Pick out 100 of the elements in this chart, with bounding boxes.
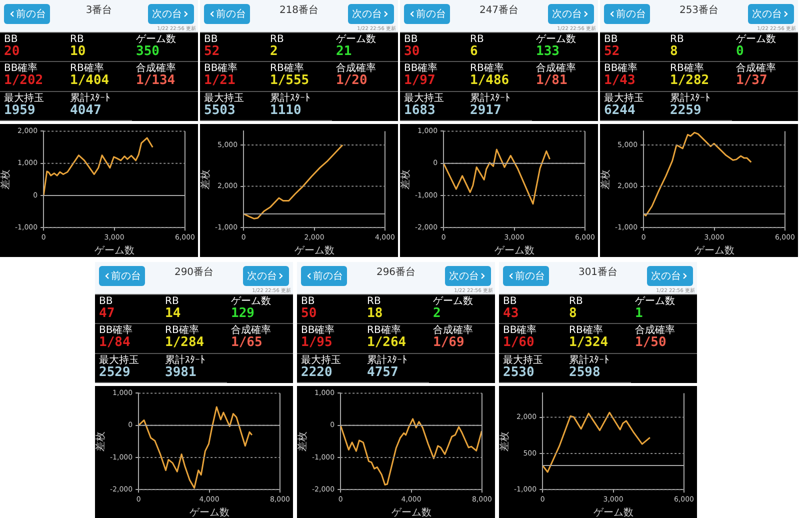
text: 1683 [404,102,436,118]
text: 1/65 [231,335,264,350]
text: RB確率 [569,325,603,336]
text: ゲーム数 [231,296,272,307]
y-axis-title: 差枚 [296,431,309,452]
x-axis-title: ゲーム数 [694,246,734,257]
text: RB確率 [270,63,305,74]
text: 2530 [503,364,536,380]
text: 1/284 [165,335,206,350]
text: BB [301,296,316,307]
y-axis-title: 差枚 [600,169,612,190]
text: RB [367,296,382,307]
text: 0 [736,44,745,59]
text: 4757 [367,364,400,380]
text: 1/60 [503,335,536,350]
text: 合成確率 [433,325,474,336]
y-axis-title: 差枚 [400,169,412,190]
text: RB [670,34,685,45]
text: RB [569,296,584,307]
text: 合成確率 [536,63,577,74]
text: RB確率 [70,63,104,74]
text: BB確率 [99,325,134,336]
text: BB確率 [604,63,639,74]
text: 次の台 [449,271,479,282]
text: 6 [470,44,479,59]
text: 129 [231,306,256,321]
text: 2220 [301,364,334,380]
text: 前の台 [216,9,246,20]
text: ゲーム数 [635,296,676,307]
text: 累計ｽﾀｰﾄ [470,92,511,104]
text: 2 [270,44,279,59]
text: 30 [404,44,421,59]
text: BB確率 [503,325,538,336]
text: ゲーム数 [136,34,177,45]
text: 2917 [470,102,502,118]
text: 8 [670,44,679,59]
text: 累計ｽﾀｰﾄ [270,92,311,104]
text: 合成確率 [336,63,377,74]
text: RB [70,34,85,45]
text: 累計ｽﾀｰﾄ [70,92,111,104]
y-axis-title: 差枚 [498,431,511,452]
text: 最大持玉 [301,354,342,366]
text: 1/555 [270,73,310,88]
text: 52 [604,44,621,59]
text: BB [404,34,419,45]
text: BB [503,296,518,307]
text: 合成確率 [136,63,177,74]
text: 最大持玉 [404,92,445,104]
text: RB確率 [670,63,704,74]
text: 8 [569,306,578,321]
text: BB確率 [4,63,38,74]
text: 3981 [165,364,198,380]
text: RB [270,34,285,45]
text: BB [99,296,114,307]
text: 最大持玉 [204,92,245,104]
text: 次の台 [247,271,277,282]
text: 1959 [4,102,36,118]
text: 290番台 [174,267,214,278]
x-axis-title: ゲーム数 [94,246,134,257]
text: ゲーム数 [736,34,777,45]
x-axis-title: ゲーム数 [294,246,334,257]
text: 1/404 [70,73,110,88]
text: 296番台 [376,267,416,278]
text: 1/37 [736,73,768,88]
text: 前の台 [16,9,46,20]
text: BB [604,34,619,45]
text: 1/134 [136,73,176,88]
text: BB [4,34,19,45]
text: BB確率 [301,325,336,336]
x-axis-title: ゲーム数 [189,508,230,518]
text: 1/97 [404,73,436,88]
text: 2259 [670,102,702,118]
text: 43 [503,306,520,321]
text: 247番台 [479,5,519,16]
text: 3番台 [86,5,112,16]
text: 累計ｽﾀｰﾄ [165,354,206,366]
text: 1/264 [367,335,408,350]
text: 1/84 [99,335,132,350]
text: 218番台 [279,5,319,16]
text: 合成確率 [635,325,676,336]
text: 1/282 [670,73,710,88]
text: 1110 [270,102,302,118]
y-axis-title: 差枚 [200,169,212,190]
text: 1/81 [536,73,568,88]
text: 301番台 [578,267,618,278]
text: BB [204,34,219,45]
text: 50 [301,306,318,321]
text: 前の台 [616,9,646,20]
text: 1/21 [204,73,236,88]
text: 1/324 [569,335,610,350]
text: 累計ｽﾀｰﾄ [670,92,711,104]
text: BB確率 [204,63,239,74]
text: 2529 [99,364,132,380]
text: 4047 [70,102,102,118]
text: RB [165,296,180,307]
text: ゲーム数 [336,34,377,45]
y-axis-title: 差枚 [94,431,107,452]
text: 前の台 [111,271,141,282]
x-axis-title: ゲーム数 [494,246,534,257]
text: 最大持玉 [503,354,544,366]
